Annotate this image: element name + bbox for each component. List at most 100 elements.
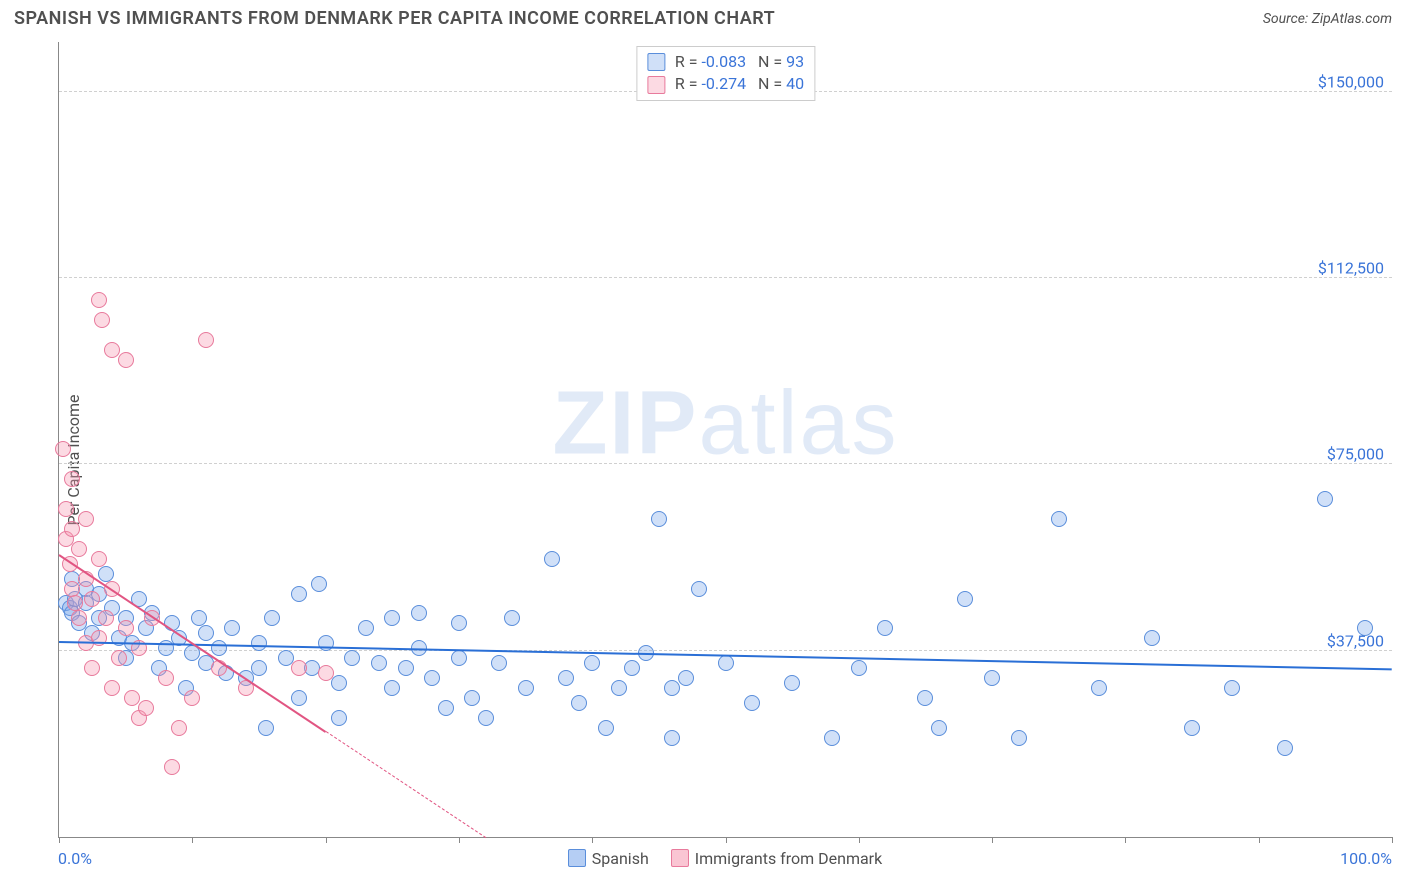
data-point: [291, 586, 307, 602]
data-point: [71, 541, 87, 557]
data-point: [311, 576, 327, 592]
stats-legend: R = -0.083 N = 93R = -0.274 N = 40: [636, 46, 815, 101]
x-max-label: 100.0%: [1340, 849, 1392, 868]
data-point: [94, 312, 110, 328]
data-point: [84, 660, 100, 676]
data-point: [571, 695, 587, 711]
data-point: [877, 620, 893, 636]
data-point: [1011, 730, 1027, 746]
data-point: [1317, 491, 1333, 507]
source-credit: Source: ZipAtlas.com: [1263, 11, 1392, 27]
data-point: [164, 759, 180, 775]
data-point: [544, 551, 560, 567]
data-point: [331, 710, 347, 726]
data-point: [491, 655, 507, 671]
data-point: [691, 581, 707, 597]
legend-swatch: [647, 76, 665, 94]
data-point: [917, 690, 933, 706]
data-point: [718, 655, 734, 671]
data-point: [1357, 620, 1373, 636]
data-point: [67, 595, 83, 611]
data-point: [158, 670, 174, 686]
data-point: [664, 680, 680, 696]
data-point: [1091, 680, 1107, 696]
legend-stats: R = -0.274 N = 40: [675, 73, 804, 95]
data-point: [678, 670, 694, 686]
data-point: [851, 660, 867, 676]
data-point: [984, 670, 1000, 686]
series-legend: Spanish Immigrants from Denmark: [58, 849, 1392, 868]
data-point: [138, 700, 154, 716]
legend-label: Spanish: [592, 849, 649, 868]
y-tick-label: $112,500: [1318, 259, 1384, 278]
data-point: [558, 670, 574, 686]
data-point: [504, 610, 520, 626]
data-point: [331, 675, 347, 691]
chart-title: SPANISH VS IMMIGRANTS FROM DENMARK PER C…: [14, 8, 775, 29]
header-bar: SPANISH VS IMMIGRANTS FROM DENMARK PER C…: [0, 0, 1406, 35]
data-point: [211, 640, 227, 656]
data-point: [58, 501, 74, 517]
data-point: [1144, 630, 1160, 646]
data-point: [651, 511, 667, 527]
legend-item: Immigrants from Denmark: [671, 849, 882, 868]
data-point: [71, 610, 87, 626]
data-point: [438, 700, 454, 716]
data-point: [78, 511, 94, 527]
data-point: [171, 720, 187, 736]
gridline: [59, 277, 1392, 278]
data-point: [91, 551, 107, 567]
data-point: [251, 660, 267, 676]
data-point: [931, 720, 947, 736]
x-axis-row: 0.0% SpanishImmigrants from Denmark 100.…: [58, 838, 1392, 878]
data-point: [624, 660, 640, 676]
data-point: [198, 332, 214, 348]
legend-label: Immigrants from Denmark: [695, 849, 882, 868]
data-point: [191, 610, 207, 626]
data-point: [291, 660, 307, 676]
data-point: [291, 690, 307, 706]
data-point: [1051, 511, 1067, 527]
chart-container: Per Capita Income ZIPatlas R = -0.083 N …: [14, 42, 1392, 878]
data-point: [64, 521, 80, 537]
data-point: [598, 720, 614, 736]
data-point: [411, 605, 427, 621]
data-point: [111, 650, 127, 666]
data-point: [744, 695, 760, 711]
data-point: [464, 690, 480, 706]
data-point: [518, 680, 534, 696]
data-point: [251, 635, 267, 651]
legend-swatch: [568, 849, 586, 867]
data-point: [1224, 680, 1240, 696]
watermark-heavy: ZIP: [552, 373, 698, 473]
data-point: [1277, 740, 1293, 756]
data-point: [55, 441, 71, 457]
data-point: [371, 655, 387, 671]
data-point: [84, 591, 100, 607]
data-point: [384, 610, 400, 626]
watermark-light: atlas: [698, 373, 898, 473]
data-point: [184, 690, 200, 706]
legend-item: Spanish: [568, 849, 649, 868]
watermark: ZIPatlas: [552, 372, 898, 475]
legend-swatch: [671, 849, 689, 867]
legend-stats: R = -0.083 N = 93: [675, 51, 804, 73]
data-point: [224, 620, 240, 636]
plot-area: ZIPatlas R = -0.083 N = 93R = -0.274 N =…: [58, 42, 1392, 838]
data-point: [784, 675, 800, 691]
y-tick-label: $150,000: [1318, 72, 1384, 91]
data-point: [424, 670, 440, 686]
data-point: [258, 720, 274, 736]
data-point: [104, 680, 120, 696]
data-point: [91, 292, 107, 308]
data-point: [318, 635, 334, 651]
x-tick: [1392, 837, 1393, 843]
data-point: [478, 710, 494, 726]
data-point: [398, 660, 414, 676]
legend-swatch: [647, 53, 665, 71]
data-point: [98, 610, 114, 626]
data-point: [264, 610, 280, 626]
data-point: [384, 680, 400, 696]
data-point: [584, 655, 600, 671]
stats-legend-row: R = -0.274 N = 40: [647, 73, 804, 95]
